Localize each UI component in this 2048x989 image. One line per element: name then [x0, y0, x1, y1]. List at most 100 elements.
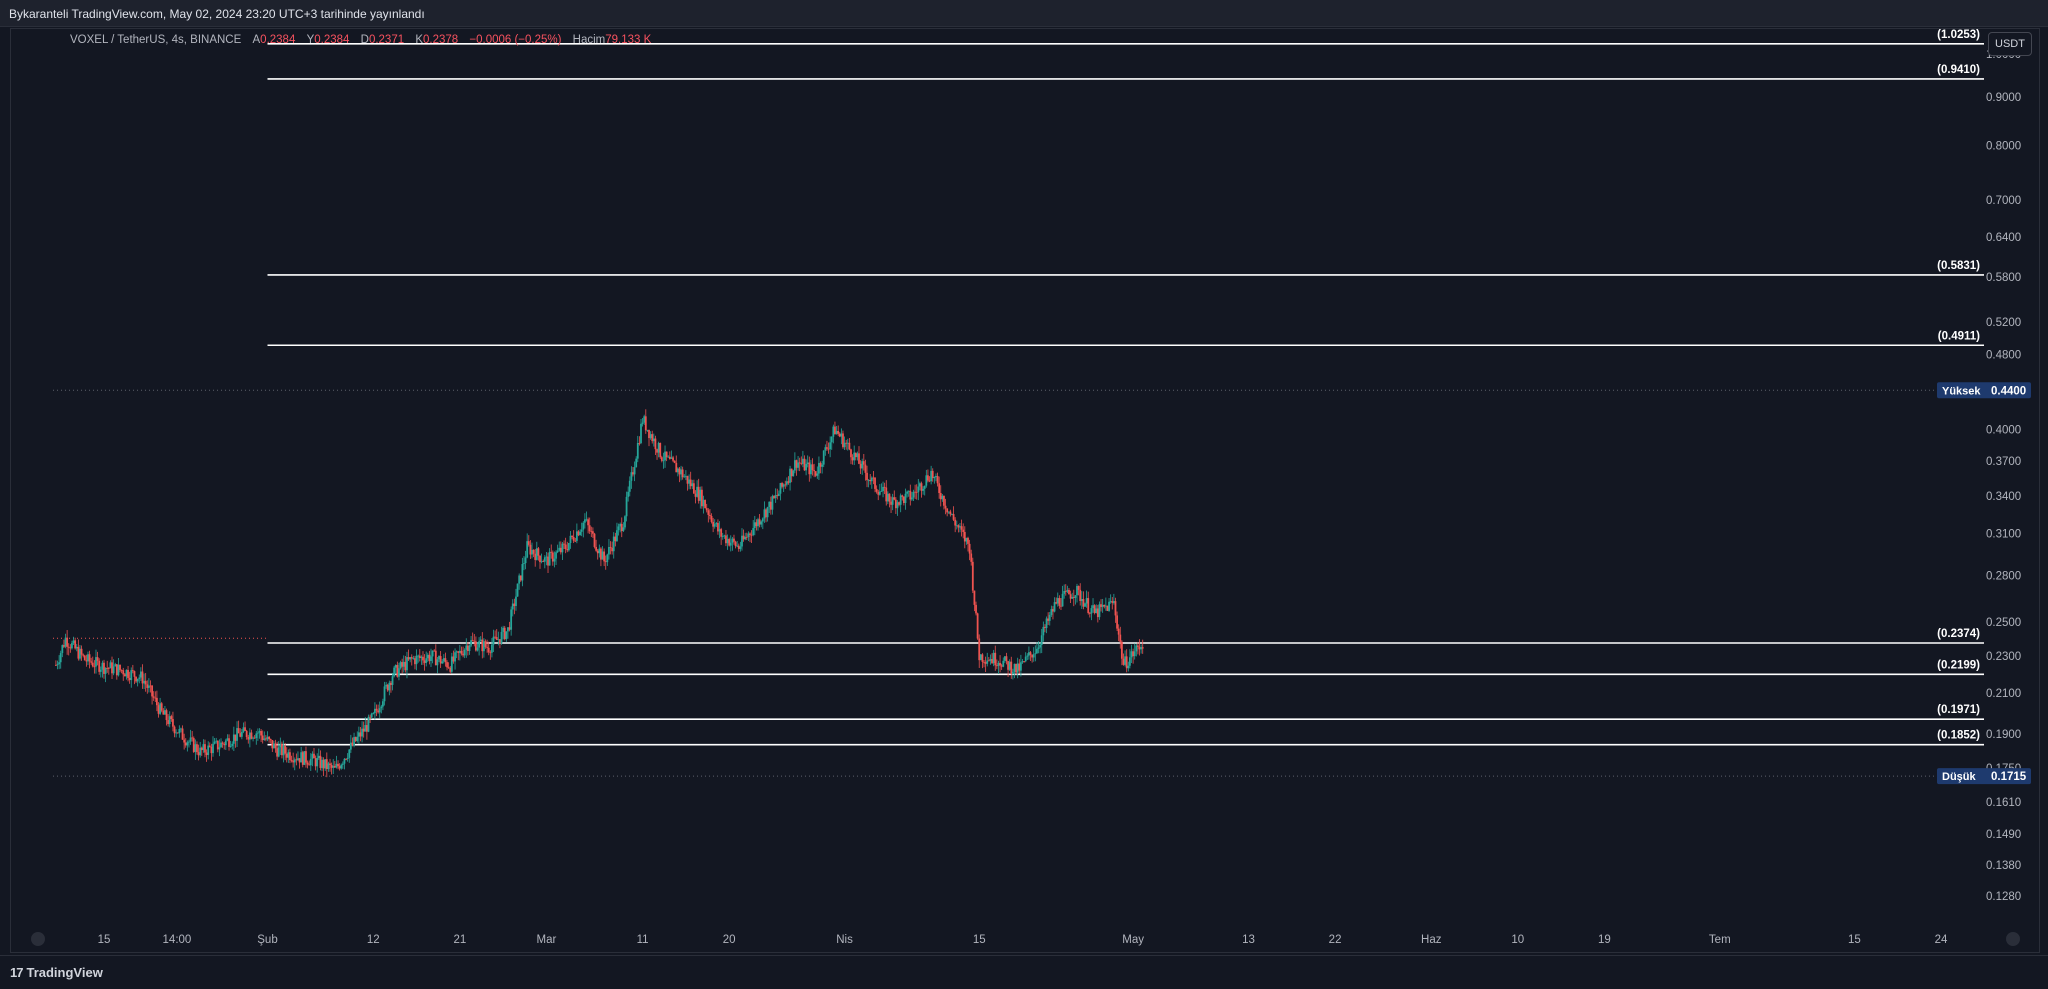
candle-body — [995, 665, 998, 667]
candle-body — [345, 758, 347, 760]
candle-body — [138, 677, 141, 679]
candle-body — [585, 519, 588, 521]
candle-body — [963, 531, 966, 542]
candle-body — [869, 479, 872, 482]
candle-body — [946, 508, 949, 513]
candle-body — [319, 755, 322, 768]
candle-body — [664, 451, 666, 461]
candle-body — [261, 735, 264, 740]
candle-body — [297, 758, 299, 761]
candle-body — [385, 684, 388, 687]
candle-body — [1005, 656, 1008, 662]
candle-body — [298, 758, 301, 763]
candle-body — [1082, 598, 1085, 607]
candle-body — [731, 538, 734, 543]
candle-body — [1003, 656, 1006, 661]
y-tick-label: 0.1610 — [1986, 797, 2021, 809]
candle-body — [643, 416, 646, 423]
candle-body — [894, 499, 897, 509]
candle-body — [933, 477, 936, 479]
candle-body — [348, 749, 351, 758]
candle-body — [789, 468, 791, 483]
candle-body — [678, 468, 681, 475]
candle-body — [1087, 598, 1090, 613]
candle-body — [601, 551, 604, 560]
candle-body — [155, 697, 158, 706]
chart-panel[interactable]: 1.00000.90000.80000.70000.64000.58000.52… — [10, 28, 2040, 953]
candle-body — [696, 486, 698, 497]
candle-body — [484, 641, 487, 647]
high-marker-badge — [1937, 382, 2031, 399]
candle-body — [709, 514, 711, 516]
candle-body — [1023, 661, 1026, 662]
candle-body — [728, 538, 731, 546]
candle-body — [558, 547, 561, 551]
candle-body — [1000, 665, 1003, 667]
candle-body — [992, 652, 995, 664]
candle-body — [1122, 658, 1125, 665]
candle-body — [984, 662, 987, 664]
candle-body — [247, 736, 250, 740]
candle-body — [111, 662, 113, 674]
candle-body — [691, 483, 694, 487]
candle-body — [1132, 651, 1135, 657]
candle-body — [795, 460, 798, 468]
tradingview-logo[interactable]: 17 TradingView — [10, 965, 103, 980]
candle-body — [236, 728, 238, 741]
candle-body — [901, 495, 904, 497]
candle-body — [941, 495, 944, 500]
x-tick-label: 14:00 — [163, 934, 192, 946]
candle-body — [1008, 661, 1011, 670]
candle-body — [566, 549, 569, 551]
candle-body — [705, 508, 708, 511]
currency-button[interactable]: USDT — [1988, 32, 2032, 56]
candle-body — [801, 458, 804, 464]
candle-body — [657, 442, 660, 453]
candle-body — [341, 763, 344, 765]
y-tick-label: 0.3100 — [1986, 529, 2021, 541]
candle-body — [662, 460, 665, 462]
candle-body — [635, 458, 638, 468]
candle-body — [904, 493, 907, 504]
y-tick-label: 0.8000 — [1986, 140, 2021, 152]
auto-scale-icon — [2006, 932, 2020, 946]
candle-body — [487, 647, 490, 653]
candle-body — [1029, 652, 1032, 655]
high-label: Y — [306, 34, 315, 46]
candle-body — [656, 449, 658, 453]
candle-body — [542, 561, 545, 563]
candle-body — [152, 696, 155, 698]
candle-body — [1056, 598, 1059, 604]
candle-body — [572, 537, 575, 541]
candle-body — [519, 575, 522, 581]
candle-body — [276, 748, 279, 757]
candle-body — [232, 734, 235, 744]
candle-body — [1127, 665, 1130, 669]
candle-body — [830, 436, 833, 443]
candle-body — [752, 528, 755, 536]
candle-body — [1133, 651, 1136, 657]
candle-body — [439, 656, 442, 664]
candle-body — [210, 746, 213, 754]
candle-body — [93, 666, 96, 668]
candle-body — [777, 493, 780, 497]
candle-body — [1021, 661, 1024, 663]
candle-body — [128, 677, 131, 681]
candle-body — [489, 652, 492, 654]
x-tick-label: Tem — [1709, 934, 1731, 946]
price-chart[interactable]: 1.00000.90000.80000.70000.64000.58000.52… — [11, 29, 2039, 952]
candle-body — [771, 496, 774, 510]
candle-body — [773, 496, 775, 498]
y-tick-label: 0.4000 — [1986, 424, 2021, 436]
candle-body — [930, 470, 933, 482]
candle-body — [999, 662, 1001, 666]
candle-body — [838, 433, 841, 437]
candle-body — [491, 644, 493, 653]
candle-body — [365, 725, 368, 732]
candle-body — [224, 740, 227, 746]
candle-body — [835, 430, 838, 435]
candle-body — [317, 755, 320, 759]
candle-body — [826, 447, 828, 449]
candle-body — [273, 743, 275, 749]
candle-body — [590, 531, 593, 533]
